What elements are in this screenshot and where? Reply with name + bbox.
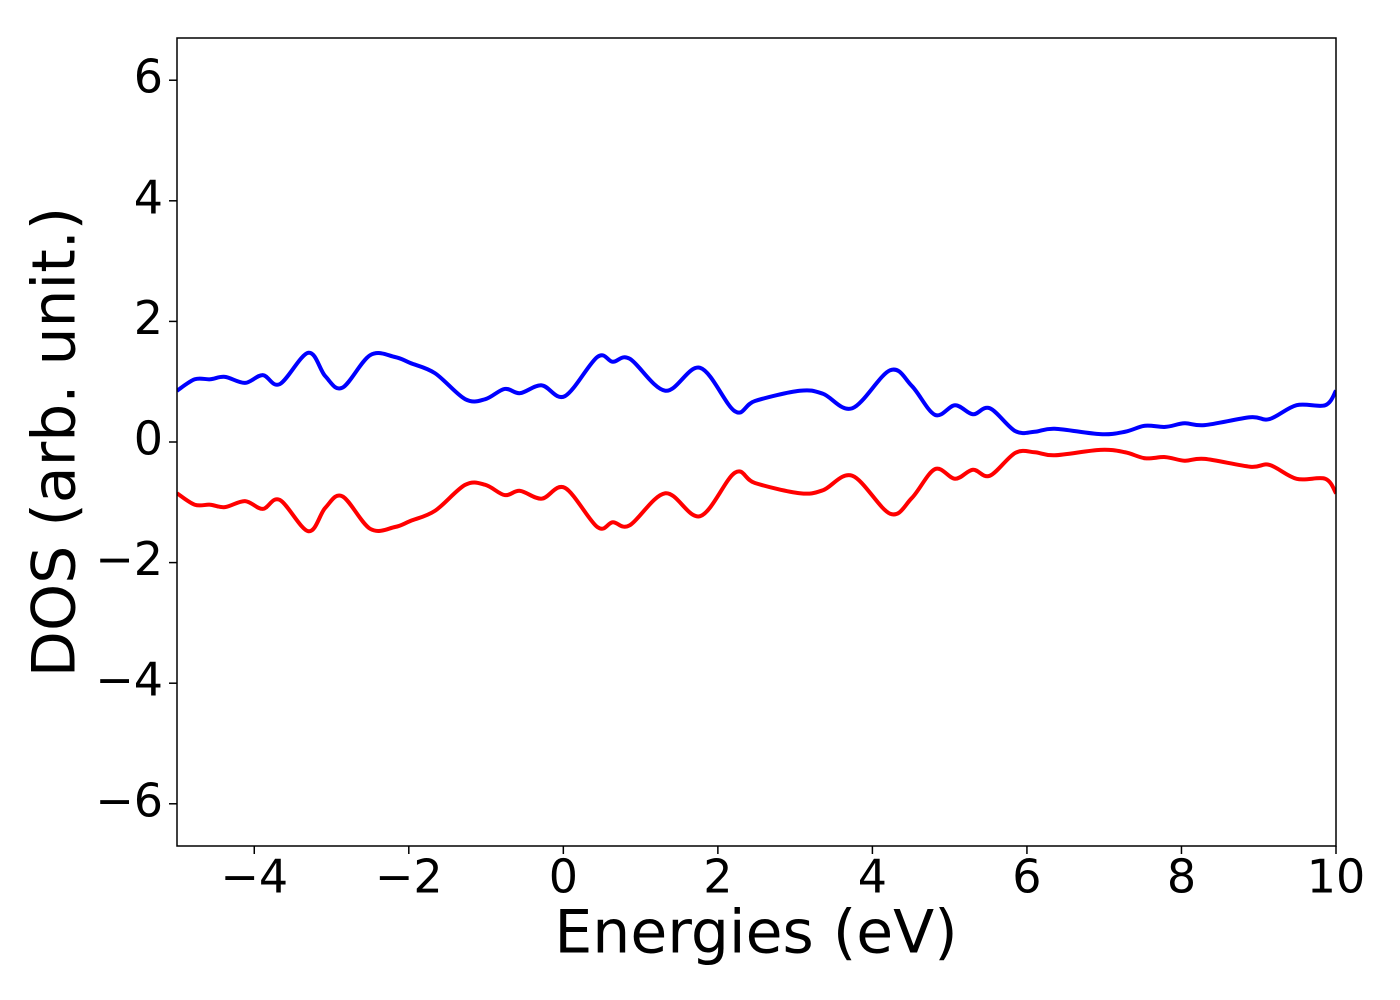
x-tick-label: −2 [375,850,443,904]
x-tick-label: 0 [549,850,578,904]
x-tick-label: 2 [703,850,732,904]
x-axis-label: Energies (eV) [554,898,957,968]
y-tick-label: 6 [134,50,163,104]
x-tick-label: 6 [1012,850,1041,904]
y-tick-label: 4 [134,170,163,224]
plot-frame [176,37,1337,847]
x-tick-label: 4 [858,850,887,904]
y-tick-label: −2 [95,532,163,586]
data-line [177,447,1336,534]
x-tick-label: 8 [1167,850,1196,904]
y-axis-label: DOS (arb. unit.) [20,207,90,677]
y-tick-label: 0 [134,412,163,466]
x-tick-label: 10 [1307,850,1366,904]
data-line [177,350,1336,437]
y-tick-label: −6 [95,773,163,827]
y-tick-label: 2 [134,291,163,345]
y-tick-label: −4 [95,653,163,707]
x-tick-label: −4 [220,850,288,904]
